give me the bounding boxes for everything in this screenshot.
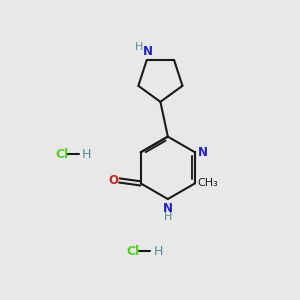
- Text: H: H: [164, 212, 172, 221]
- Text: N: N: [198, 146, 208, 159]
- Text: Cl: Cl: [55, 148, 68, 161]
- Text: H: H: [82, 148, 92, 161]
- Text: H: H: [135, 42, 143, 52]
- Text: O: O: [108, 174, 118, 187]
- Text: N: N: [143, 44, 153, 58]
- Text: N: N: [163, 202, 173, 215]
- Text: CH₃: CH₃: [198, 178, 219, 188]
- Text: Cl: Cl: [126, 244, 140, 258]
- Text: H: H: [154, 244, 163, 258]
